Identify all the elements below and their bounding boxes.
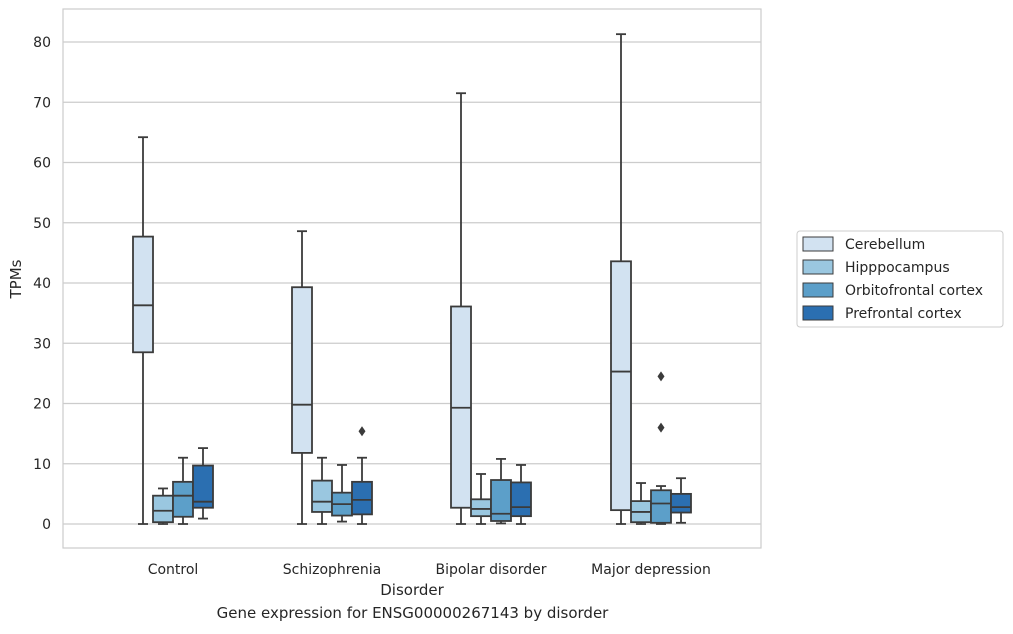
legend-frame — [796, 230, 1004, 328]
grid-lines — [63, 41, 761, 525]
y-axis-label: TPMs — [7, 259, 25, 299]
box-orbitofrontal-cortex — [172, 456, 194, 525]
x-tick-labels: Control Schizophrenia Bipolar disorder Majo… — [148, 562, 711, 578]
box-orbitofrontal-cortex — [490, 458, 512, 525]
legend-swatch — [802, 305, 834, 321]
box-body — [351, 480, 373, 516]
legend-label: Orbitofrontal cortex — [845, 283, 983, 299]
y-tick-label: 60 — [33, 156, 51, 172]
box-hipppocampus — [152, 487, 174, 525]
legend-swatch — [802, 236, 834, 252]
x-tick-label: Major depression — [591, 562, 711, 578]
y-tick-label: 30 — [33, 336, 51, 352]
legend: Cerebellum Hipppocampus Orbitofrontal cort… — [796, 230, 1004, 328]
y-tick-labels: 0 10 20 30 40 50 60 70 80 — [33, 35, 51, 533]
y-tick-label: 40 — [33, 276, 51, 292]
box-prefrontal-cortex — [351, 426, 373, 525]
box-cerebellum — [132, 136, 154, 525]
box-body — [132, 235, 154, 354]
x-tick-label: Schizophrenia — [283, 562, 381, 578]
y-tick-label: 50 — [33, 216, 51, 232]
box-body — [152, 494, 174, 524]
box-body — [311, 479, 333, 513]
figure-caption: Gene expression for ENSG00000267143 by d… — [216, 604, 609, 622]
box-body — [291, 286, 313, 454]
box-hipppocampus — [311, 456, 333, 525]
box-prefrontal-cortex — [192, 447, 214, 520]
box-cerebellum — [450, 92, 472, 525]
y-tick-label: 80 — [33, 35, 51, 51]
box-orbitofrontal-cortex — [650, 371, 672, 525]
box-cerebellum — [291, 230, 313, 525]
y-tick-label: 10 — [33, 457, 51, 473]
x-tick-label: Control — [148, 562, 199, 578]
box-body — [192, 464, 214, 509]
legend-swatch — [802, 259, 834, 275]
box-body — [670, 492, 692, 514]
box-body — [490, 479, 512, 522]
box-body — [650, 489, 672, 524]
legend-swatch — [802, 282, 834, 298]
y-tick-label: 0 — [42, 517, 51, 533]
box-prefrontal-cortex — [510, 464, 532, 525]
y-tick-label: 70 — [33, 95, 51, 111]
box-hipppocampus — [470, 473, 492, 525]
x-tick-label: Bipolar disorder — [435, 562, 546, 578]
box-prefrontal-cortex — [670, 477, 692, 524]
x-axis-label: Disorder — [380, 581, 444, 599]
legend-label: Hipppocampus — [845, 260, 950, 276]
box-cerebellum — [610, 33, 632, 525]
outlier-point — [358, 426, 366, 437]
legend-label: Cerebellum — [845, 237, 925, 253]
box-body — [172, 480, 194, 518]
outlier-point — [657, 422, 665, 433]
outlier-point — [657, 371, 665, 382]
plot-frame — [62, 8, 762, 549]
legend-label: Prefrontal cortex — [845, 306, 962, 322]
y-tick-label: 20 — [33, 397, 51, 413]
box-hipppocampus — [630, 482, 652, 525]
box-body — [470, 498, 492, 518]
box-body — [510, 481, 532, 518]
box-plots — [132, 33, 692, 525]
box-body — [610, 260, 632, 512]
box-orbitofrontal-cortex — [331, 464, 353, 523]
